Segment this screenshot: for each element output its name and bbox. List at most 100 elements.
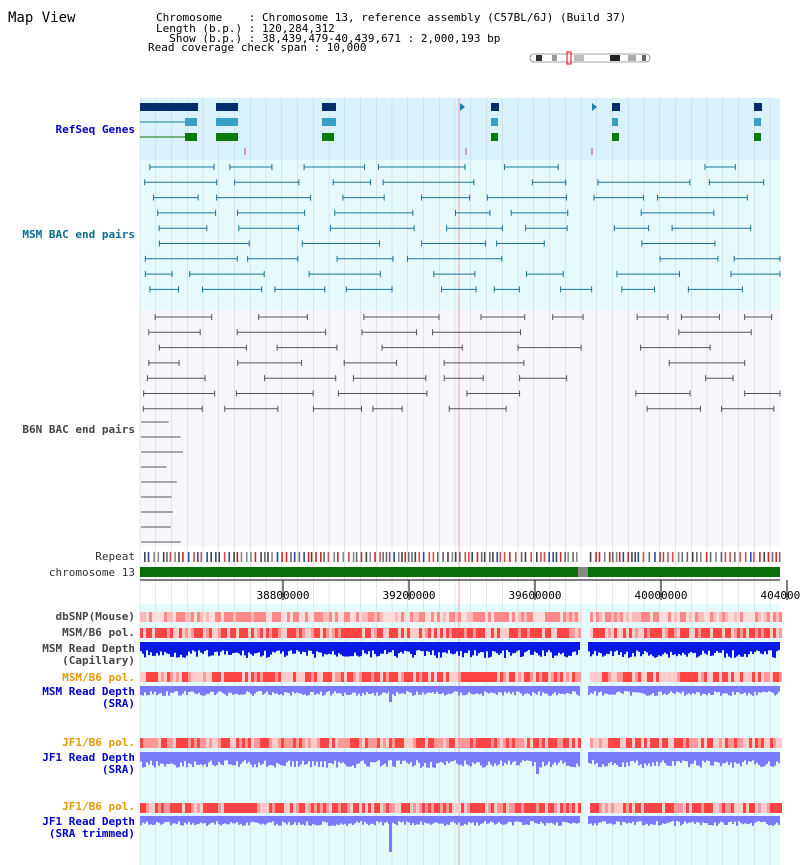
track-label-msm-depth-sra[interactable]: MSM Read Depth (SRA) [42, 685, 135, 710]
polymorphism-cell [590, 612, 593, 622]
polymorphism-cell [776, 672, 779, 682]
track-label-repeat[interactable]: Repeat [95, 550, 135, 563]
read-depth-bar [754, 686, 756, 692]
polymorphism-cell [698, 672, 701, 682]
read-depth-bar [258, 752, 260, 763]
polymorphism-cell [638, 672, 641, 682]
read-depth-bar [158, 752, 160, 766]
read-depth-bar [182, 686, 184, 694]
track-label-refseq[interactable]: RefSeq Genes [55, 123, 135, 136]
read-depth-bar [452, 642, 454, 655]
polymorphism-cell [185, 672, 188, 682]
read-depth-bar [532, 642, 534, 655]
track-label-jf1-depth-trimmed[interactable]: JF1 Read Depth (SRA trimmed) [42, 815, 135, 840]
read-depth-bar [468, 816, 470, 822]
read-depth-bar [512, 642, 514, 654]
polymorphism-cell [188, 738, 191, 748]
polymorphism-cell [452, 672, 455, 682]
read-depth-bar [164, 642, 166, 652]
read-depth-bar [404, 752, 406, 761]
track-label-b6n-bac[interactable]: B6N BAC end pairs [22, 423, 135, 436]
polymorphism-cell [674, 612, 677, 622]
track-label-msm-pol-2[interactable]: MSM/B6 pol. [62, 671, 135, 684]
read-depth-bar [226, 752, 228, 761]
read-depth-bar [714, 642, 716, 654]
track-label-msm-depth-capillary[interactable]: MSM Read Depth (Capillary) [42, 642, 135, 667]
polymorphism-cell [374, 628, 377, 638]
read-depth-bar [658, 752, 660, 766]
read-depth-bar [348, 752, 350, 767]
repeat-element [464, 552, 467, 562]
read-depth-bar [218, 642, 220, 656]
repeat-element [327, 552, 330, 562]
read-depth-bar [640, 752, 642, 765]
polymorphism-cell [722, 738, 725, 748]
track-label-jf1-pol[interactable]: JF1/B6 pol. [62, 736, 135, 749]
polymorphism-cell [152, 738, 155, 748]
read-depth-bar [210, 752, 212, 761]
read-depth-bar [472, 816, 474, 823]
chromosome-bar [140, 567, 780, 577]
read-depth-bar [604, 816, 606, 822]
read-depth-bar [610, 686, 612, 695]
read-depth-bar [764, 816, 766, 822]
read-depth-bar [386, 642, 388, 655]
polymorphism-cell [284, 612, 287, 622]
read-depth-bar [160, 686, 162, 694]
polymorphism-cell [314, 672, 317, 682]
polymorphism-cell [641, 672, 644, 682]
polymorphism-cell [338, 803, 341, 813]
repeat-element [715, 552, 717, 562]
track-label-msm-bac[interactable]: MSM BAC end pairs [22, 228, 135, 241]
polymorphism-cell [596, 612, 599, 622]
track-label-msm-pol[interactable]: MSM/B6 pol. [62, 626, 135, 639]
read-depth-bar [500, 642, 502, 654]
polymorphism-cell [440, 672, 443, 682]
repeat-element [169, 552, 172, 562]
polymorphism-cell [638, 628, 641, 638]
read-depth-bar [534, 752, 536, 763]
track-label-chromosome[interactable]: chromosome 13 [48, 566, 135, 579]
read-depth-bar [296, 642, 298, 651]
polymorphism-cell [599, 803, 602, 813]
read-depth-bar [236, 752, 238, 762]
ideogram-band [610, 55, 620, 61]
repeat-element [223, 552, 226, 562]
repeat-element [759, 552, 761, 562]
polymorphism-cell [641, 628, 644, 638]
read-depth-bar [350, 816, 352, 824]
read-depth-bar [464, 642, 466, 653]
polymorphism-cell [269, 738, 272, 748]
read-depth-bar [268, 686, 270, 695]
polymorphism-cell [251, 738, 254, 748]
read-depth-bar [320, 686, 322, 692]
polymorphism-cell [251, 612, 254, 622]
read-depth-bar [264, 752, 266, 761]
read-depth-bar [476, 752, 478, 763]
polymorphism-cell [665, 672, 668, 682]
read-depth-bar [564, 816, 566, 822]
polymorphism-cell [467, 612, 470, 622]
track-label-jf1-pol-2[interactable]: JF1/B6 pol. [62, 800, 135, 813]
polymorphism-cell [257, 612, 260, 622]
polymorphism-cell [428, 803, 431, 813]
refseq-gene [491, 133, 498, 141]
read-depth-bar [264, 816, 266, 825]
repeat-element [763, 552, 766, 562]
polymorphism-cell [476, 672, 479, 682]
polymorphism-cell [374, 672, 377, 682]
read-depth-bar [504, 642, 506, 658]
repeat-element [418, 552, 421, 562]
track-label-dbsnp[interactable]: dbSNP(Mouse) [55, 610, 135, 623]
read-depth-bar [226, 642, 228, 651]
polymorphism-cell [539, 803, 542, 813]
read-depth-bar [666, 642, 668, 655]
read-depth-bar [386, 686, 388, 694]
read-depth-bar [710, 816, 712, 826]
read-depth-bar [186, 686, 188, 695]
read-depth-bar [720, 686, 722, 696]
track-label-jf1-depth-sra[interactable]: JF1 Read Depth (SRA) [42, 751, 135, 776]
read-depth-bar [612, 642, 614, 657]
read-depth-bar [380, 686, 382, 695]
